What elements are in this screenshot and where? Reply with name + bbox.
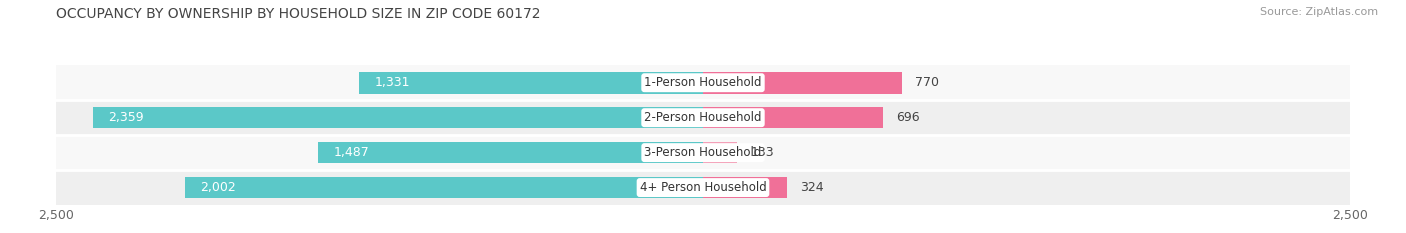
- Bar: [56, 170, 1350, 205]
- Bar: [703, 107, 883, 129]
- Text: 324: 324: [800, 181, 824, 194]
- Text: 2-Person Household: 2-Person Household: [644, 111, 762, 124]
- Bar: [56, 100, 1350, 135]
- Text: 3-Person Household: 3-Person Household: [644, 146, 762, 159]
- Bar: [359, 72, 703, 94]
- Bar: [56, 65, 1350, 100]
- Text: 4+ Person Household: 4+ Person Household: [640, 181, 766, 194]
- Text: 770: 770: [915, 76, 939, 89]
- Bar: [318, 142, 703, 164]
- Text: 2,359: 2,359: [108, 111, 143, 124]
- Text: 2,002: 2,002: [201, 181, 236, 194]
- Bar: [703, 142, 737, 164]
- Text: Source: ZipAtlas.com: Source: ZipAtlas.com: [1260, 7, 1378, 17]
- Text: 1,331: 1,331: [374, 76, 409, 89]
- Bar: [93, 107, 703, 129]
- Text: 1,487: 1,487: [333, 146, 370, 159]
- Text: OCCUPANCY BY OWNERSHIP BY HOUSEHOLD SIZE IN ZIP CODE 60172: OCCUPANCY BY OWNERSHIP BY HOUSEHOLD SIZE…: [56, 7, 541, 21]
- Bar: [186, 177, 703, 199]
- Bar: [56, 135, 1350, 170]
- Bar: [703, 177, 787, 199]
- Text: 696: 696: [896, 111, 920, 124]
- Text: 1-Person Household: 1-Person Household: [644, 76, 762, 89]
- Text: 133: 133: [751, 146, 773, 159]
- Bar: [703, 72, 903, 94]
